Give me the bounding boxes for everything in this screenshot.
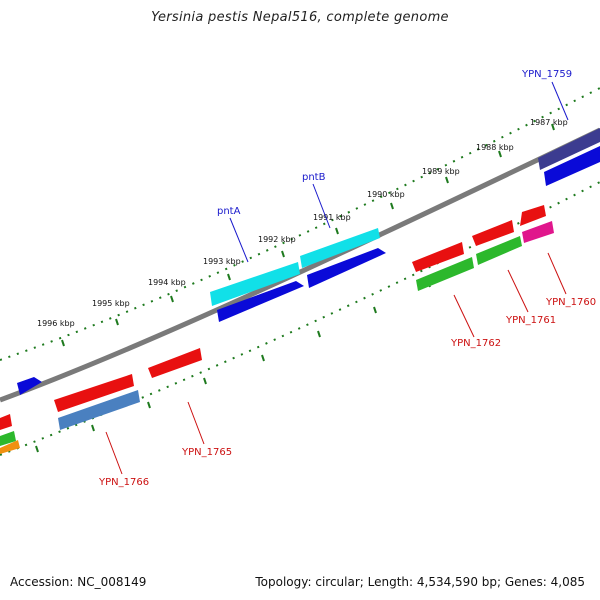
gene-YPN_1766[interactable]	[54, 374, 134, 412]
gene-label-YPN_1760[interactable]: YPN_1760	[545, 297, 596, 308]
tick-label: 1995 kbp	[92, 299, 130, 308]
gene-left-green[interactable]	[0, 431, 16, 446]
tick-label: 1993 kbp	[203, 257, 241, 266]
gene-label-YPN_1766[interactable]: YPN_1766	[98, 477, 149, 488]
outer-major-ticks	[61, 123, 555, 347]
gene-label-YPN_1759[interactable]: YPN_1759	[521, 69, 572, 80]
label-leaders	[105, 81, 569, 475]
gene-small-blue[interactable]	[17, 377, 42, 395]
tick-label: 1991 kbp	[313, 213, 351, 222]
gene-pntB-blue[interactable]	[307, 248, 386, 288]
gene-pntA-blue[interactable]	[217, 281, 304, 322]
gene-YPN_1760-magenta[interactable]	[522, 221, 554, 243]
gene-pntB[interactable]	[300, 228, 380, 268]
gene-YPN_1759[interactable]	[538, 128, 600, 170]
gene-left-orange[interactable]	[0, 440, 20, 454]
tick-label: 1989 kbp	[422, 167, 460, 176]
gene-label-YPN_1765[interactable]: YPN_1765	[181, 447, 232, 458]
genome-summary: Topology: circular; Length: 4,534,590 bp…	[255, 575, 585, 589]
accession-label: Accession: NC_008149	[10, 575, 147, 589]
reverse-strand-genes	[0, 205, 554, 454]
gene-label-pntB[interactable]: pntB	[302, 172, 326, 183]
forward-strand-genes	[17, 128, 600, 395]
gene-YPN_1762-green[interactable]	[416, 257, 474, 291]
gene-left-red[interactable]	[0, 414, 12, 430]
tick-label: 1990 kbp	[367, 190, 405, 199]
gene-label-YPN_1762[interactable]: YPN_1762	[450, 338, 501, 349]
tick-label: 1996 kbp	[37, 319, 75, 328]
tick-label: 1994 kbp	[148, 278, 186, 287]
gene-YPN_1765[interactable]	[148, 348, 202, 378]
genome-backbone	[0, 127, 600, 403]
gene-YPN_1760[interactable]	[520, 205, 546, 226]
gene-YPN_1766-steel[interactable]	[58, 390, 140, 430]
gene-YPN_1762[interactable]	[412, 242, 464, 272]
gene-arrow[interactable]	[544, 146, 600, 186]
tick-label: 1988 kbp	[476, 143, 514, 152]
gene-YPN_1761[interactable]	[472, 220, 514, 246]
tick-label: 1987 kbp	[530, 118, 568, 127]
gene-label-YPN_1761[interactable]: YPN_1761	[505, 315, 556, 326]
map-title: Yersinia pestis Nepal516, complete genom…	[151, 10, 449, 25]
gene-pntA[interactable]	[210, 262, 300, 306]
gene-YPN_1761-green[interactable]	[476, 236, 522, 265]
tick-label: 1992 kbp	[258, 235, 296, 244]
gene-label-pntA[interactable]: pntA	[217, 206, 241, 217]
